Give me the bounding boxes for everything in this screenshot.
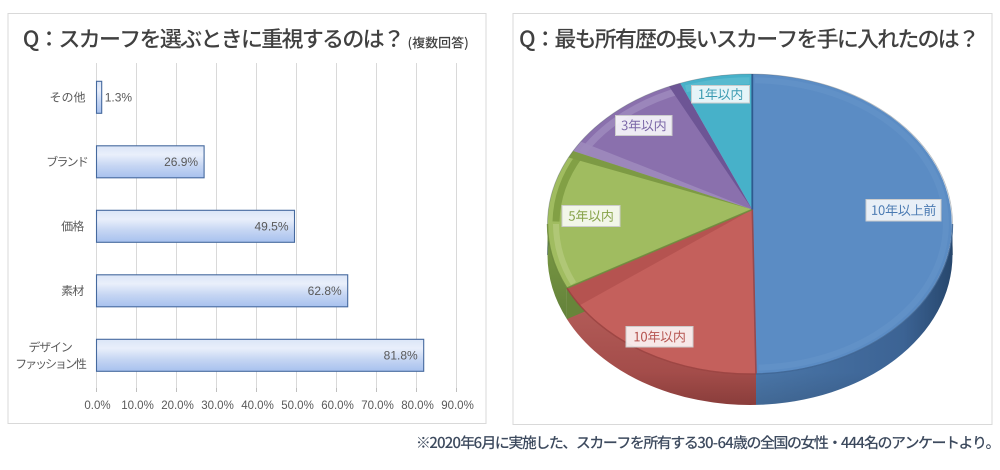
svg-text:30.0%: 30.0% [201,400,234,412]
svg-text:60.0%: 60.0% [321,400,354,412]
svg-text:62.8%: 62.8% [308,284,342,298]
svg-text:0.0%: 0.0% [84,400,110,412]
svg-text:81.8%: 81.8% [384,349,418,363]
svg-text:10.0%: 10.0% [121,400,154,412]
svg-text:49.5%: 49.5% [254,220,288,234]
svg-text:40.0%: 40.0% [241,400,274,412]
svg-text:1.3%: 1.3% [105,91,133,105]
svg-text:50.0%: 50.0% [281,400,314,412]
svg-text:26.9%: 26.9% [164,155,198,169]
svg-text:80.0%: 80.0% [401,400,434,412]
svg-text:20.0%: 20.0% [161,400,194,412]
svg-text:90.0%: 90.0% [441,400,474,412]
svg-text:70.0%: 70.0% [361,400,394,412]
